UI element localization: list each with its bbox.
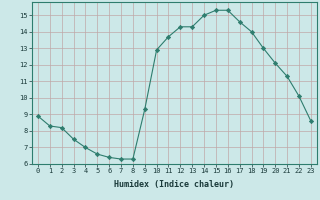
X-axis label: Humidex (Indice chaleur): Humidex (Indice chaleur) [115,180,234,189]
